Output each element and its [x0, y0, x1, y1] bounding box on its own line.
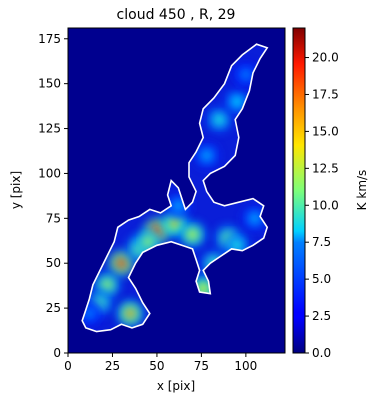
emission-blob: [239, 68, 252, 81]
colorbar-tick-label: 17.5: [312, 87, 339, 101]
emission-blob: [124, 307, 137, 320]
x-tick-label: 25: [105, 359, 120, 373]
colorbar-frame: [292, 27, 306, 354]
x-axis: 0 25 50 75 100: [64, 353, 257, 373]
x-tick-label: 50: [149, 359, 164, 373]
plot-frame: [67, 27, 286, 354]
colorbar-tick-label: 5.0: [312, 272, 331, 286]
x-axis-label: x [pix]: [157, 379, 195, 393]
x-tick-label: 0: [64, 359, 72, 373]
y-tick-label: 25: [46, 301, 61, 315]
colorbar-gradient: [293, 28, 305, 353]
y-axis: 0 25 50 75 100 125 150 175: [38, 32, 68, 360]
emission-blob: [230, 239, 243, 252]
colorbar-tick-label: 7.5: [312, 235, 331, 249]
emission-blob: [168, 217, 181, 230]
colorbar-tick-label: 2.5: [312, 309, 331, 323]
emission-blob: [115, 257, 128, 270]
colorbar-tick-label: 12.5: [312, 161, 339, 175]
colorbar-ticks: 0.0 2.5 5.0 7.5 10.0 12.5 15.0 17.5 20.0: [305, 51, 339, 360]
y-axis-label: y [pix]: [9, 171, 23, 209]
y-tick-label: 0: [53, 346, 61, 360]
emission-blob: [248, 212, 261, 225]
emission-blob: [142, 235, 155, 248]
colorbar-tick-label: 20.0: [312, 51, 339, 65]
emission-blob: [230, 95, 243, 108]
y-tick-label: 175: [38, 32, 61, 46]
y-tick-label: 50: [46, 256, 61, 270]
colorbar-tick-label: 15.0: [312, 124, 339, 138]
emission-blob: [172, 199, 185, 212]
colorbar-tick-label: 0.0: [312, 346, 331, 360]
emission-blob: [186, 228, 199, 241]
y-tick-label: 125: [38, 122, 61, 136]
cloud-contour: [81, 43, 269, 333]
plot-area: [67, 27, 286, 354]
colorbar-tick-label: 10.0: [312, 198, 339, 212]
y-tick-label: 150: [38, 77, 61, 91]
colorbar-label: K km/s: [355, 170, 369, 211]
y-tick-label: 75: [46, 211, 61, 225]
y-tick-label: 100: [38, 166, 61, 180]
emission-blob: [213, 113, 226, 126]
emission-blob: [101, 278, 114, 291]
chart-title: cloud 450 , R, 29: [117, 7, 236, 23]
emission-blob: [200, 149, 213, 162]
colorbar: 0.0 2.5 5.0 7.5 10.0 12.5 15.0 17.5 20.0 K km/s: [292, 27, 369, 360]
x-tick-label: 75: [194, 359, 209, 373]
x-tick-label: 100: [234, 359, 257, 373]
